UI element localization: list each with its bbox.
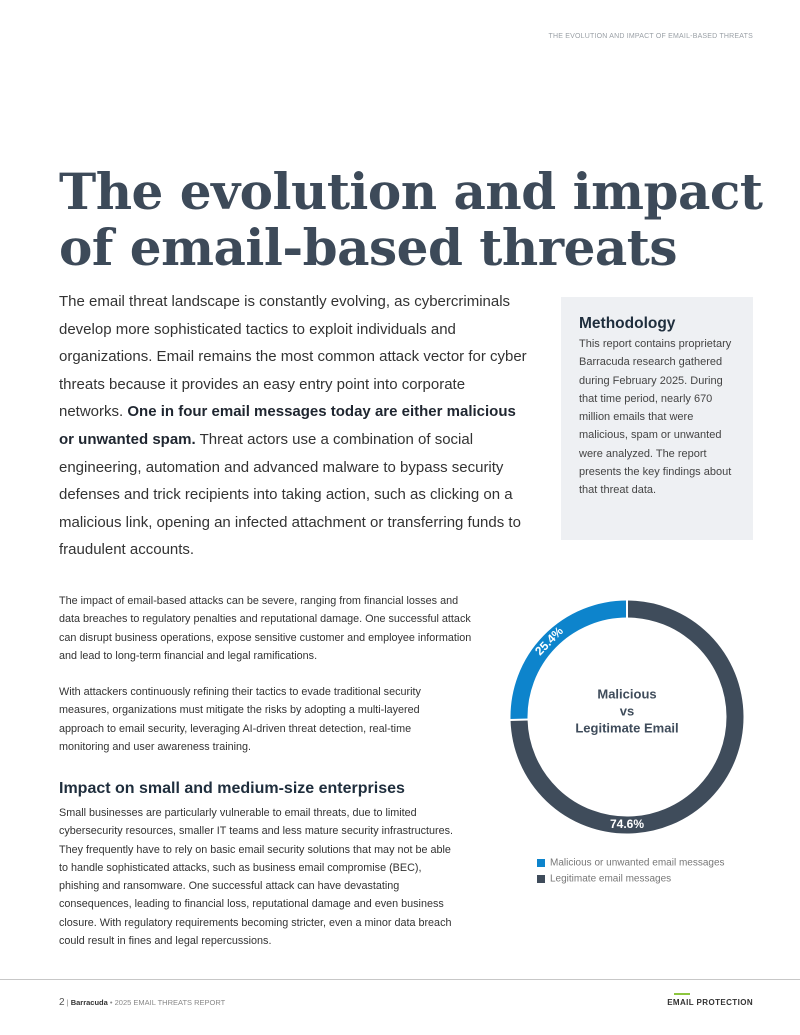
methodology-body: This report contains proprietary Barracu… [579,338,732,497]
paragraph: With attackers continuously refining the… [59,686,421,753]
methodology-heading: Methodology [579,315,676,332]
center-label: Legitimate Email [575,720,678,735]
report-name: 2025 EMAIL THREATS REPORT [114,998,226,1007]
intro-text: The email threat landscape is constantly… [59,293,527,421]
center-label: vs [620,703,634,718]
footer-rule [0,979,800,980]
paragraph: The impact of email-based attacks can be… [59,595,472,662]
footer-left: 2 | Barracuda • 2025 EMAIL THREATS REPOR… [59,997,225,1008]
section-heading: Impact on small and medium-size enterpri… [59,780,405,797]
footer-section: EMAIL PROTECTION [667,998,753,1007]
separator: • [109,998,113,1007]
intro: The email threat landscape is constantly… [59,288,527,564]
legend-label: Legitimate email messages [550,874,671,885]
methodology-box: Methodology This report contains proprie… [561,297,753,540]
value-label: 74.6% [610,817,644,831]
intro-text: Threat actors use a combination of socia… [59,430,521,559]
intro-emphasis: One in four email messages today are eit… [59,403,516,448]
divider: | [66,998,69,1007]
page-title: The evolution and impact of email-based … [59,162,763,277]
page-number: 2 [59,997,65,1008]
legend-swatch [537,859,545,867]
running-title: THE EVOLUTION AND IMPACT OF EMAIL-BASED … [548,33,753,40]
accent-bar [674,993,690,995]
section-body: Small businesses are particularly vulner… [59,807,454,948]
center-label: Malicious [597,686,656,701]
legend-label: Malicious or unwanted email messages [550,858,725,869]
brand: Barracuda [70,998,108,1007]
donut-segment [510,600,628,720]
legend-swatch [537,875,545,883]
donut-segment [510,600,744,834]
